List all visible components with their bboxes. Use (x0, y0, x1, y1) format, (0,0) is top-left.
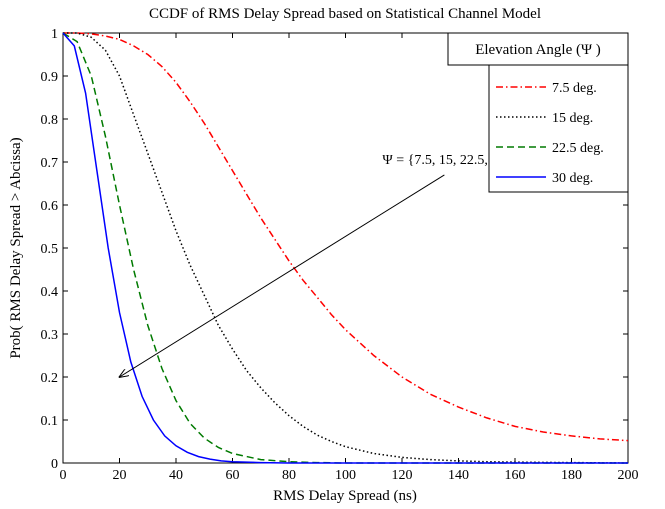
series-group (62, 32, 629, 464)
legend-entry-label: 22.5 deg. (552, 141, 604, 156)
annotation-arrow (120, 174, 445, 377)
y-tick-label: 0.9 (41, 70, 59, 85)
y-tick-label: 0.5 (41, 242, 59, 257)
x-tick-label: 200 (618, 468, 639, 483)
legend-entry-label: 30 deg. (552, 171, 593, 186)
legend-title-box (447, 32, 629, 66)
legend-entry-label: 15 deg. (552, 111, 593, 126)
legend-title: Elevation Angle (Ψ ) (475, 42, 601, 58)
x-tick-label: 40 (169, 468, 183, 483)
series-line-7-5-deg (63, 32, 629, 442)
series-line-15-deg (63, 32, 629, 464)
x-tick-label: 140 (448, 468, 469, 483)
x-tick-label: 180 (561, 468, 582, 483)
y-tick-label: 0.4 (41, 285, 59, 300)
x-tick-label: 0 (60, 468, 67, 483)
y-tick-label: 0.3 (41, 328, 59, 343)
chart-title: CCDF of RMS Delay Spread based on Statis… (149, 6, 541, 22)
x-tick-label: 100 (335, 468, 356, 483)
series-line-22-5-deg (62, 32, 628, 464)
y-tick-label: 0 (51, 457, 58, 472)
annotation-label: Ψ = {7.5, 15, 22.5, 30} (382, 153, 512, 168)
y-tick-label: 0.6 (41, 199, 59, 214)
annotation: Ψ = {7.5, 15, 22.5, 30} (120, 153, 512, 377)
y-tick-label: 0.1 (41, 414, 59, 429)
y-tick-label: 0.2 (41, 371, 59, 386)
legend-entries: 7.5 deg. 15 deg. 22.5 deg. 30 deg. (496, 81, 604, 186)
x-tick-label: 160 (505, 468, 526, 483)
y-tick-label: 0.7 (41, 156, 59, 171)
legend-entry-label: 7.5 deg. (552, 81, 597, 96)
legend: Elevation Angle (Ψ ) 7.5 deg. 15 deg. 22.5… (447, 32, 629, 193)
x-tick-label: 20 (113, 468, 127, 483)
series-line-30-deg (62, 32, 628, 464)
y-tick-label: 0.8 (41, 113, 59, 128)
x-axis: 0 20 40 60 80 100 120 140 160 180 200 (60, 33, 639, 483)
y-axis: 0 0.1 0.2 0.3 0.4 0.5 0.6 0.7 0.8 0.9 1 (41, 27, 628, 472)
y-axis-label: Prob( RMS Delay Spread > Abcissa) (8, 137, 24, 358)
x-tick-label: 60 (226, 468, 240, 483)
plot-area: 0 20 40 60 80 100 120 140 160 180 200 0 0.1 0.2 0.3 0.… (41, 27, 639, 483)
x-tick-label: 80 (282, 468, 296, 483)
x-tick-label: 120 (392, 468, 413, 483)
legend-box (488, 64, 629, 193)
y-tick-label: 1 (51, 27, 58, 42)
x-axis-label: RMS Delay Spread (ns) (273, 488, 417, 504)
